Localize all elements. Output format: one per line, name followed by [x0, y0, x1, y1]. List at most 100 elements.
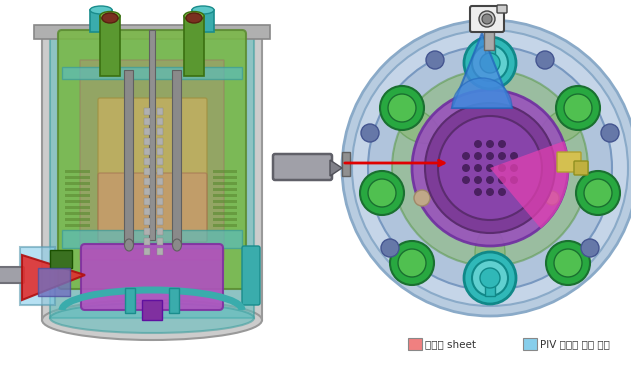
Text: PIV 카메라 촬영 영역: PIV 카메라 촬영 영역	[540, 339, 610, 349]
Circle shape	[486, 164, 494, 172]
Bar	[34, 25, 270, 39]
Circle shape	[380, 86, 424, 130]
Ellipse shape	[394, 108, 439, 144]
Bar	[144, 238, 150, 245]
Circle shape	[474, 140, 482, 148]
FancyBboxPatch shape	[50, 30, 254, 318]
Circle shape	[464, 252, 516, 304]
Circle shape	[390, 241, 434, 285]
Bar	[157, 248, 163, 255]
Bar	[157, 198, 163, 205]
Circle shape	[498, 188, 506, 196]
Bar	[157, 148, 163, 155]
Bar	[157, 218, 163, 225]
Bar	[62, 67, 242, 79]
Bar	[65, 194, 90, 197]
Polygon shape	[330, 160, 342, 176]
Circle shape	[474, 152, 482, 160]
Bar	[342, 152, 350, 176]
Bar	[157, 138, 163, 145]
Bar	[213, 224, 237, 227]
Ellipse shape	[100, 12, 120, 20]
Circle shape	[479, 11, 495, 27]
Bar	[90, 10, 112, 32]
Circle shape	[360, 171, 404, 215]
Wedge shape	[490, 141, 569, 229]
Circle shape	[462, 176, 470, 184]
Bar	[65, 218, 90, 221]
Bar	[144, 228, 150, 235]
Bar	[485, 45, 495, 57]
Bar	[172, 70, 181, 245]
Bar	[144, 178, 150, 185]
Bar	[157, 208, 163, 215]
Circle shape	[556, 86, 600, 130]
Bar	[213, 176, 237, 179]
Circle shape	[388, 94, 416, 122]
Bar	[184, 16, 204, 76]
Circle shape	[601, 124, 619, 142]
Bar	[157, 168, 163, 175]
Circle shape	[474, 164, 482, 172]
Bar	[65, 170, 90, 173]
Bar	[484, 30, 494, 50]
Circle shape	[576, 171, 620, 215]
Bar	[213, 200, 237, 203]
FancyBboxPatch shape	[42, 35, 262, 320]
Circle shape	[426, 51, 444, 69]
Bar	[65, 182, 90, 185]
Bar	[157, 228, 163, 235]
Bar	[65, 224, 90, 227]
Circle shape	[472, 260, 508, 296]
Circle shape	[564, 94, 592, 122]
Bar	[213, 194, 237, 197]
Bar	[38, 268, 70, 296]
Ellipse shape	[192, 6, 214, 14]
Bar	[20, 247, 55, 305]
Circle shape	[412, 90, 568, 246]
Bar	[213, 212, 237, 215]
Circle shape	[581, 239, 599, 257]
Circle shape	[480, 53, 500, 73]
Bar	[213, 206, 237, 209]
Circle shape	[486, 140, 494, 148]
FancyBboxPatch shape	[58, 30, 246, 289]
Circle shape	[510, 152, 518, 160]
Circle shape	[462, 164, 470, 172]
Circle shape	[510, 164, 518, 172]
Bar	[144, 198, 150, 205]
Bar	[65, 200, 90, 203]
Bar	[65, 188, 90, 191]
Circle shape	[474, 188, 482, 196]
Bar	[157, 128, 163, 135]
Circle shape	[510, 176, 518, 184]
FancyBboxPatch shape	[242, 246, 260, 305]
Bar	[157, 118, 163, 125]
Circle shape	[342, 20, 631, 316]
Bar	[62, 230, 242, 248]
Bar	[144, 218, 150, 225]
Ellipse shape	[124, 239, 134, 251]
Bar	[125, 288, 135, 313]
Bar	[144, 248, 150, 255]
Bar	[144, 118, 150, 125]
Ellipse shape	[475, 228, 505, 278]
FancyBboxPatch shape	[0, 267, 24, 283]
Ellipse shape	[186, 13, 202, 23]
Circle shape	[472, 45, 508, 81]
Circle shape	[414, 190, 430, 206]
Bar	[408, 338, 422, 350]
Bar	[65, 176, 90, 179]
Bar	[50, 250, 72, 268]
Bar	[213, 170, 237, 173]
Bar	[485, 284, 495, 296]
Circle shape	[482, 14, 492, 24]
Circle shape	[584, 179, 612, 207]
Ellipse shape	[184, 12, 204, 20]
Circle shape	[498, 140, 506, 148]
Bar	[100, 16, 120, 76]
Bar	[144, 128, 150, 135]
Bar	[157, 178, 163, 185]
Bar	[144, 148, 150, 155]
Circle shape	[498, 152, 506, 160]
